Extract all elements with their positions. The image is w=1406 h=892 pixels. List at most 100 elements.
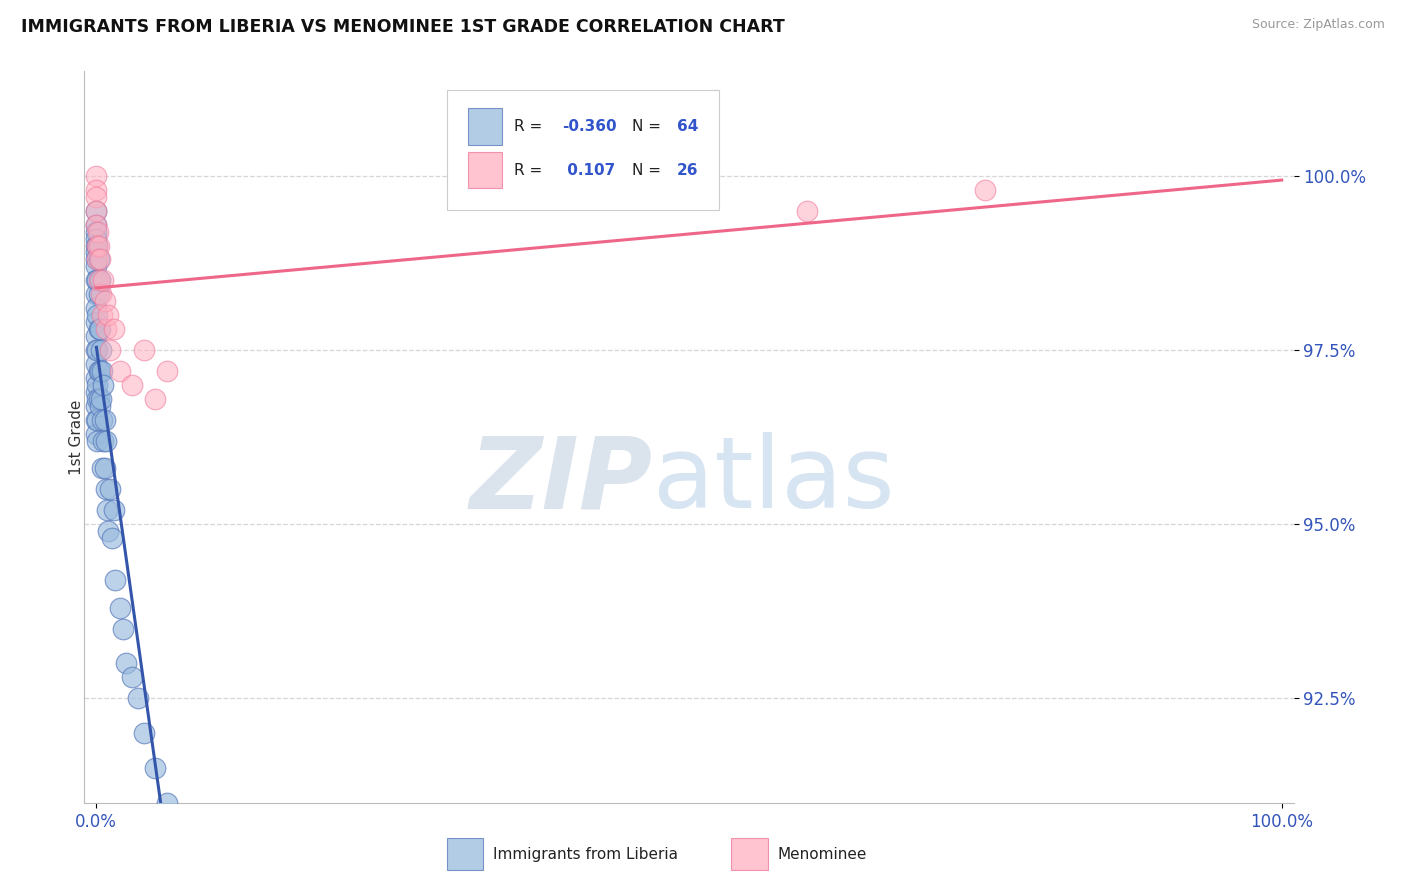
Point bbox=[145, 761, 167, 775]
Point bbox=[156, 364, 179, 378]
Point bbox=[84, 218, 107, 232]
Point bbox=[86, 273, 108, 287]
Point bbox=[86, 434, 108, 448]
Point bbox=[89, 364, 111, 378]
Point bbox=[86, 308, 108, 322]
Point bbox=[87, 225, 110, 239]
Point bbox=[84, 399, 107, 413]
Point bbox=[96, 503, 118, 517]
Point bbox=[89, 322, 111, 336]
Point bbox=[108, 364, 131, 378]
Y-axis label: 1st Grade: 1st Grade bbox=[69, 400, 83, 475]
Point bbox=[91, 377, 114, 392]
Point bbox=[84, 371, 107, 385]
Text: ZIP: ZIP bbox=[470, 433, 652, 530]
Point bbox=[180, 880, 202, 892]
FancyBboxPatch shape bbox=[731, 838, 768, 871]
Point bbox=[91, 308, 114, 322]
Point bbox=[84, 252, 107, 267]
Point bbox=[93, 412, 115, 426]
Point bbox=[86, 412, 108, 426]
Text: 26: 26 bbox=[676, 162, 699, 178]
Point bbox=[91, 461, 114, 475]
Point bbox=[84, 301, 107, 316]
Point bbox=[156, 796, 179, 810]
FancyBboxPatch shape bbox=[447, 838, 484, 871]
Point bbox=[90, 392, 112, 406]
Point bbox=[84, 245, 107, 260]
Point bbox=[121, 377, 143, 392]
Text: R =: R = bbox=[513, 119, 547, 134]
FancyBboxPatch shape bbox=[468, 152, 502, 188]
Point bbox=[87, 392, 110, 406]
Point bbox=[84, 343, 107, 357]
Text: Menominee: Menominee bbox=[778, 847, 866, 862]
Point bbox=[167, 830, 190, 845]
Point bbox=[100, 343, 122, 357]
Point bbox=[86, 252, 108, 267]
Point bbox=[89, 238, 111, 252]
Point bbox=[90, 343, 112, 357]
Text: 64: 64 bbox=[676, 119, 699, 134]
Point bbox=[84, 203, 107, 218]
Point bbox=[84, 412, 107, 426]
Point bbox=[86, 377, 108, 392]
Point bbox=[103, 503, 125, 517]
Point bbox=[84, 203, 107, 218]
Point bbox=[121, 670, 143, 684]
Point bbox=[84, 287, 107, 301]
Point bbox=[94, 322, 117, 336]
Point bbox=[87, 273, 110, 287]
Point bbox=[132, 726, 155, 740]
Point bbox=[87, 252, 110, 267]
Text: atlas: atlas bbox=[652, 433, 894, 530]
Point bbox=[84, 260, 107, 274]
Point bbox=[89, 252, 111, 267]
Point bbox=[93, 461, 115, 475]
Text: Source: ZipAtlas.com: Source: ZipAtlas.com bbox=[1251, 18, 1385, 31]
Point bbox=[127, 691, 149, 706]
Text: Immigrants from Liberia: Immigrants from Liberia bbox=[494, 847, 678, 862]
Point bbox=[84, 169, 107, 183]
Point bbox=[108, 600, 131, 615]
Point bbox=[115, 657, 138, 671]
Point bbox=[90, 287, 112, 301]
Point bbox=[86, 238, 108, 252]
Point bbox=[84, 231, 107, 245]
Point bbox=[104, 573, 127, 587]
Text: R =: R = bbox=[513, 162, 547, 178]
Point bbox=[89, 399, 111, 413]
Point bbox=[974, 183, 997, 197]
Point bbox=[91, 434, 114, 448]
Point bbox=[84, 384, 107, 399]
Point bbox=[112, 622, 135, 636]
Point bbox=[84, 183, 107, 197]
Point bbox=[84, 225, 107, 239]
Text: -0.360: -0.360 bbox=[562, 119, 617, 134]
Point bbox=[103, 322, 125, 336]
Point bbox=[796, 203, 818, 218]
Point bbox=[94, 483, 117, 497]
Point bbox=[132, 343, 155, 357]
Point bbox=[93, 294, 115, 309]
Point bbox=[87, 364, 110, 378]
Point bbox=[100, 531, 122, 545]
Point bbox=[84, 190, 107, 204]
FancyBboxPatch shape bbox=[468, 108, 502, 145]
Point bbox=[84, 218, 107, 232]
Point bbox=[91, 364, 114, 378]
Point bbox=[89, 273, 111, 287]
Point bbox=[97, 308, 120, 322]
Text: IMMIGRANTS FROM LIBERIA VS MENOMINEE 1ST GRADE CORRELATION CHART: IMMIGRANTS FROM LIBERIA VS MENOMINEE 1ST… bbox=[21, 18, 785, 36]
Point bbox=[87, 287, 110, 301]
Point bbox=[84, 426, 107, 441]
Point bbox=[97, 524, 120, 538]
FancyBboxPatch shape bbox=[447, 90, 720, 211]
Text: N =: N = bbox=[633, 119, 666, 134]
Point bbox=[86, 392, 108, 406]
Text: 0.107: 0.107 bbox=[562, 162, 616, 178]
Point bbox=[91, 273, 114, 287]
Point bbox=[94, 434, 117, 448]
Point bbox=[86, 343, 108, 357]
Point bbox=[145, 392, 167, 406]
